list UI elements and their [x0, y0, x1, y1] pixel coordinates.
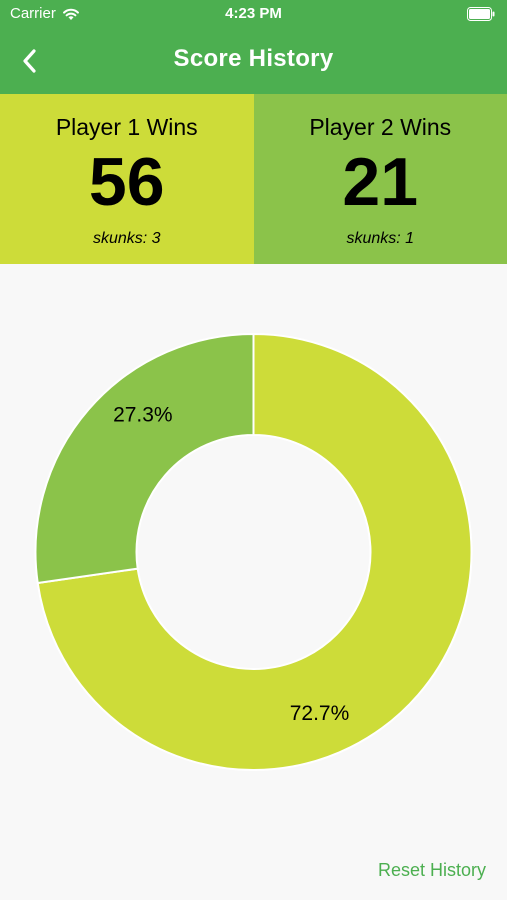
- carrier-indicator: Carrier: [10, 5, 80, 22]
- donut-slice-2: [34, 332, 255, 585]
- player-2-label: Player 2 Wins: [309, 114, 452, 140]
- status-bar: Carrier 4:23 PM: [0, 0, 507, 28]
- battery-icon: [467, 7, 495, 21]
- player-1-panel: Player 1 Wins 56 skunks: 3: [0, 94, 254, 264]
- page-title: Score History: [173, 45, 334, 72]
- player-2-panel: Player 2 Wins 21 skunks: 1: [253, 94, 507, 264]
- wifi-icon: [62, 8, 79, 20]
- status-time: 4:23 PM: [225, 5, 282, 22]
- carrier-label: Carrier: [10, 5, 56, 22]
- player-1-label: Player 1 Wins: [55, 114, 198, 140]
- reset-history-button[interactable]: Reset History: [377, 860, 486, 880]
- player-2-skunks: skunks: 1: [346, 230, 415, 247]
- donut-slice-1: [36, 332, 473, 771]
- score-panels: Player 1 Wins 56 skunks: 3 Player 2 Wins…: [0, 94, 507, 264]
- chart-area: 72.7% 27.3%: [0, 264, 507, 844]
- slice-label-1: 72.7%: [290, 702, 350, 725]
- donut-chart: 72.7% 27.3%: [34, 332, 473, 771]
- chevron-left-icon: [23, 49, 36, 73]
- navigation-bar: Score History: [0, 28, 507, 94]
- slice-label-2: 27.3%: [113, 403, 173, 426]
- player-2-wins: 21: [342, 144, 419, 220]
- player-1-wins: 56: [88, 144, 165, 220]
- player-1-skunks: skunks: 3: [92, 230, 161, 247]
- back-button[interactable]: [14, 44, 48, 78]
